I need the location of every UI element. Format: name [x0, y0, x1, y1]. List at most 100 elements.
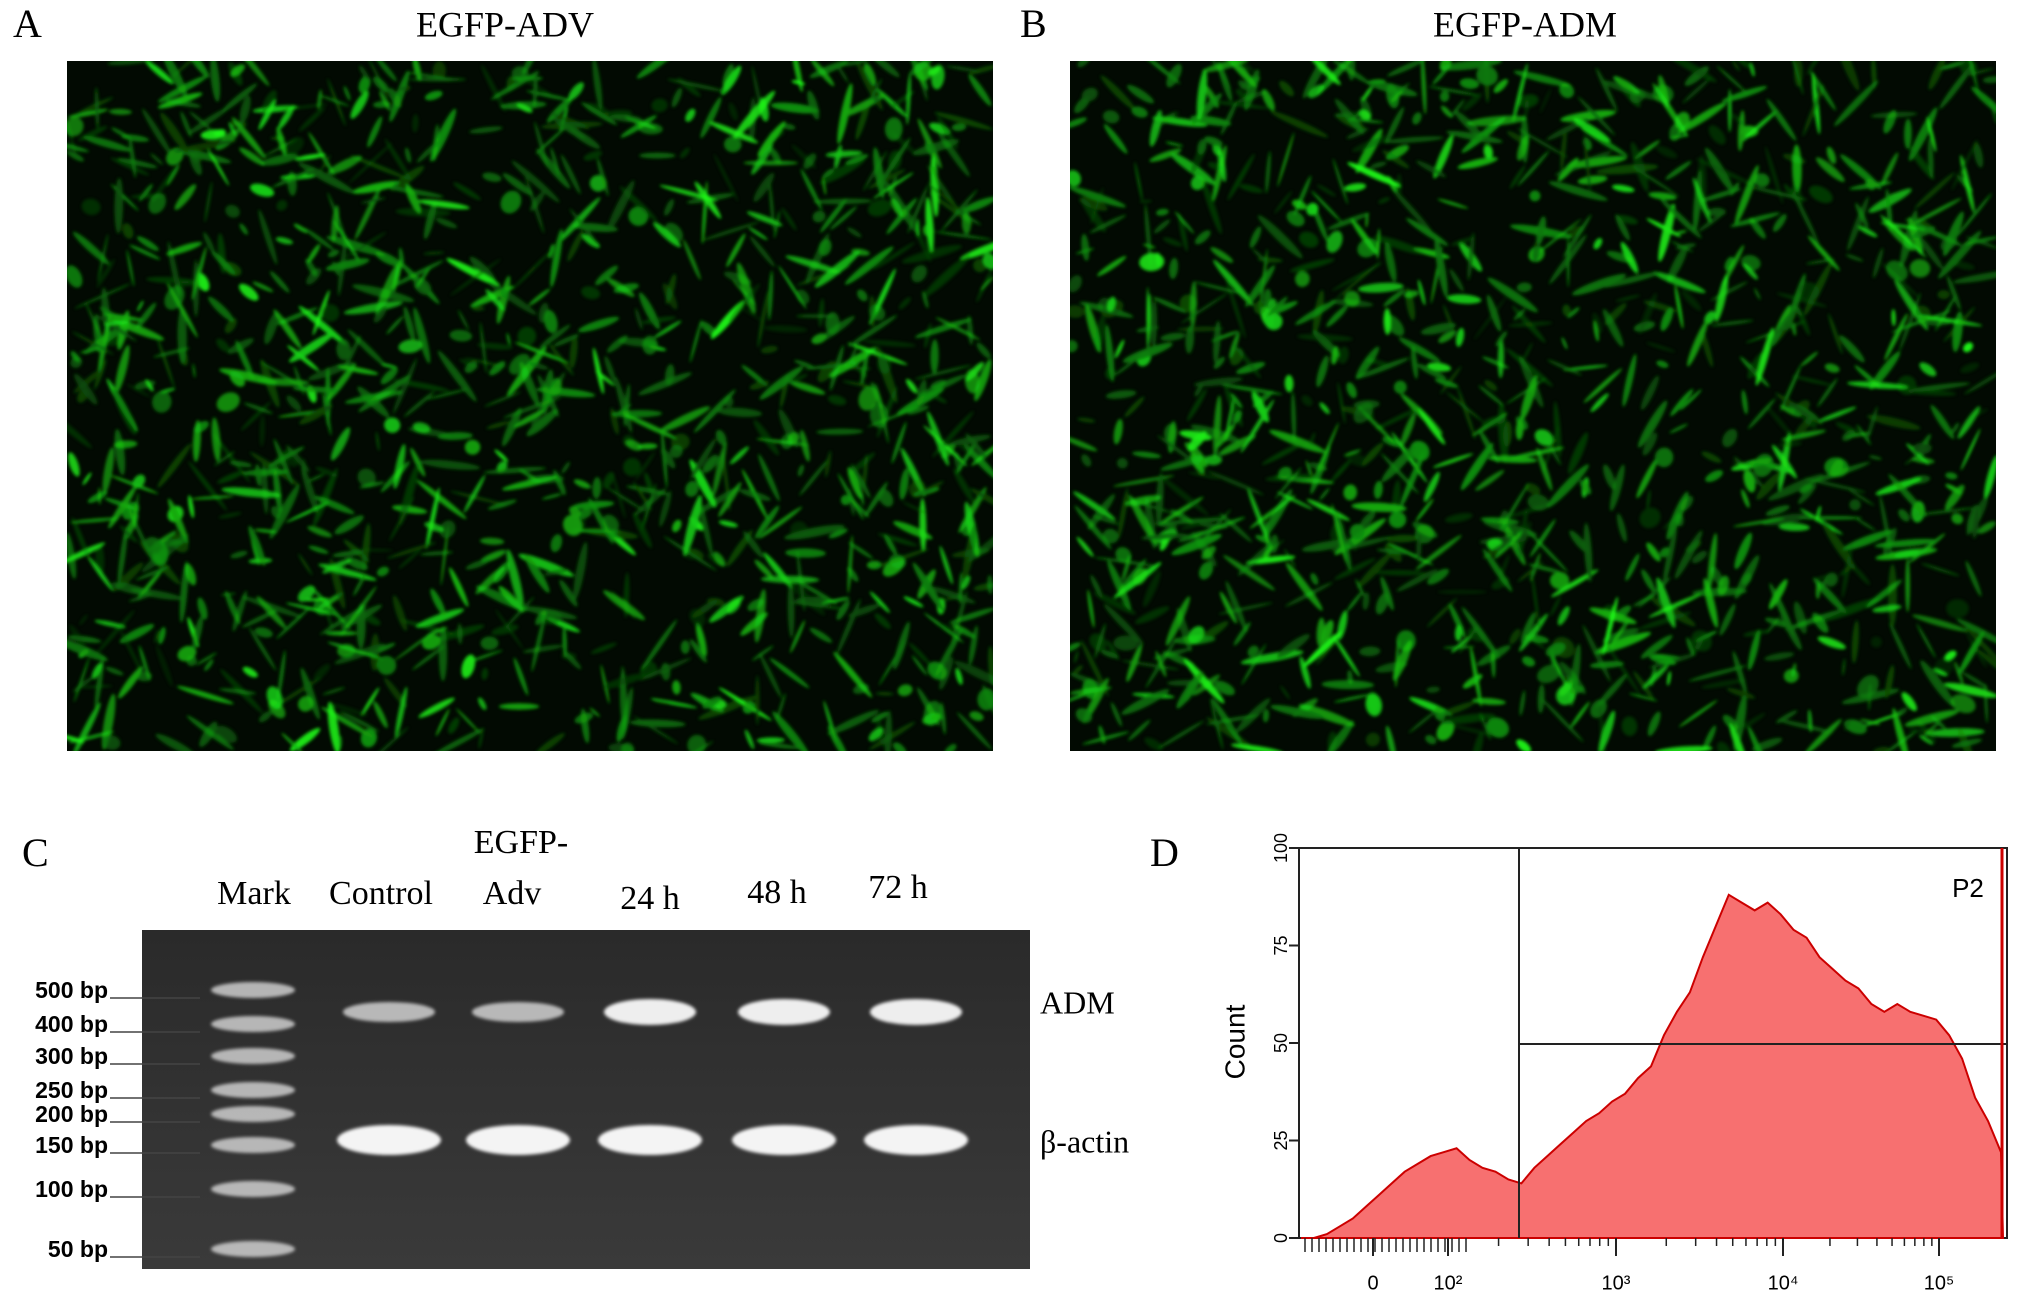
cell	[1764, 652, 1795, 661]
cell	[581, 233, 600, 249]
cell	[949, 607, 993, 624]
cell	[1977, 521, 1996, 534]
cell	[659, 406, 711, 432]
cell	[1888, 564, 1897, 627]
cell	[1839, 335, 1865, 363]
cell	[1553, 401, 1562, 458]
cell	[260, 153, 299, 166]
cell	[1291, 391, 1296, 442]
cell	[988, 645, 993, 687]
cell	[156, 645, 173, 687]
cell	[1707, 532, 1718, 591]
cell	[1815, 581, 1821, 600]
cell	[1087, 494, 1115, 530]
cell	[789, 620, 806, 654]
cell	[1107, 296, 1116, 312]
cell	[276, 199, 288, 211]
cell	[1267, 296, 1288, 317]
cell	[496, 275, 511, 324]
cell	[954, 660, 993, 689]
cell	[1232, 410, 1242, 424]
cell	[258, 711, 272, 723]
gate-label: P2	[1952, 873, 1984, 903]
cell	[1898, 509, 1910, 522]
cell	[926, 182, 975, 222]
cell	[809, 627, 833, 643]
cell	[266, 686, 283, 710]
cell	[1604, 302, 1627, 325]
y-tick-label: 50	[1271, 1033, 1291, 1053]
cell	[907, 405, 930, 415]
cell	[641, 316, 677, 324]
cell	[1842, 529, 1893, 551]
cell	[1461, 606, 1500, 659]
cell	[338, 735, 343, 750]
lane-label: 24 h	[620, 880, 680, 917]
cell	[1621, 716, 1638, 737]
cell	[1892, 708, 1910, 751]
cell	[1359, 646, 1381, 657]
cell	[927, 411, 949, 466]
cell	[1286, 210, 1305, 227]
panel-title: EGFP-ADV	[416, 4, 594, 44]
cell	[319, 154, 331, 173]
cell	[847, 534, 853, 594]
cell	[1951, 694, 1976, 714]
cell	[935, 231, 992, 240]
cell	[330, 703, 368, 717]
cell	[1919, 315, 1983, 327]
cell	[1749, 62, 1755, 77]
cell	[576, 508, 592, 520]
cell	[1922, 722, 1939, 738]
cell	[825, 150, 863, 158]
cell	[464, 361, 478, 373]
cell	[635, 451, 656, 481]
cell	[1103, 124, 1128, 154]
cell	[1332, 634, 1360, 677]
cell	[192, 363, 196, 378]
cell	[74, 283, 131, 309]
cell	[332, 261, 340, 276]
cell	[500, 101, 547, 110]
cell	[1889, 622, 1912, 670]
cell	[1630, 141, 1649, 192]
cell	[1662, 525, 1677, 586]
cell	[1583, 368, 1623, 404]
cell	[157, 443, 192, 488]
cell	[799, 459, 829, 496]
cell	[511, 66, 529, 81]
cell	[902, 244, 962, 264]
cell	[592, 347, 604, 395]
cell	[606, 180, 635, 233]
cell	[1952, 270, 1996, 284]
cell	[1755, 327, 1774, 386]
cell	[298, 162, 355, 194]
cell	[1509, 164, 1526, 190]
cell	[268, 447, 292, 474]
cell	[1476, 65, 1498, 86]
cell	[141, 108, 173, 157]
cell	[367, 116, 383, 148]
cell	[196, 652, 217, 666]
cell	[531, 371, 566, 426]
cell	[1652, 83, 1688, 137]
cell	[753, 419, 780, 456]
cell	[1534, 429, 1554, 446]
cell	[192, 419, 201, 462]
cell	[219, 368, 278, 385]
cell	[930, 339, 939, 374]
cell	[218, 512, 242, 519]
cell	[1945, 472, 1958, 480]
cell	[905, 378, 918, 394]
cell	[502, 173, 533, 196]
cell	[1077, 61, 1091, 68]
cell	[755, 675, 760, 726]
cell	[867, 406, 920, 427]
cell	[563, 650, 582, 670]
cell	[957, 439, 972, 453]
cell	[1306, 202, 1319, 216]
cell	[1634, 140, 1661, 160]
cell	[758, 742, 800, 749]
cell	[225, 204, 240, 218]
cell	[350, 90, 369, 119]
